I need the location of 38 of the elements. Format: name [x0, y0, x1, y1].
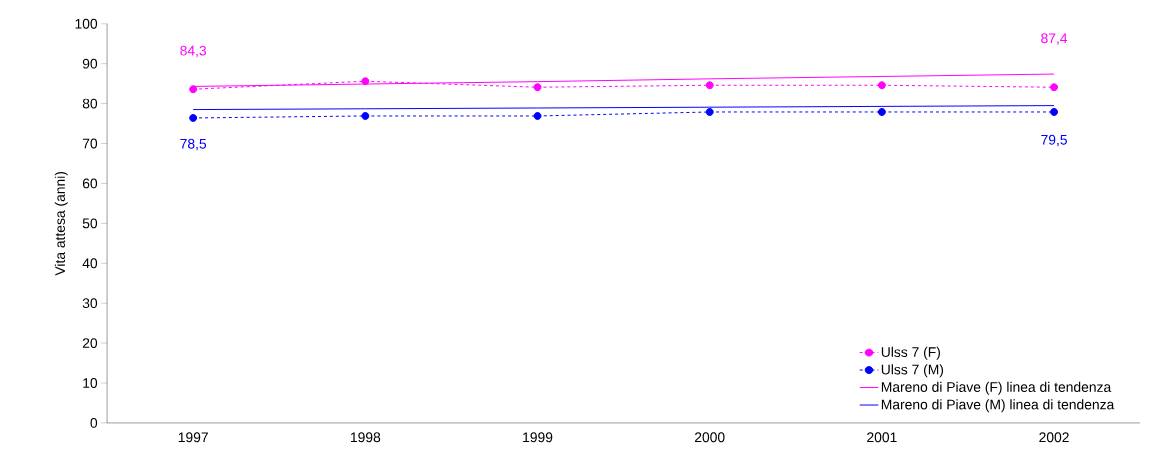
point	[361, 112, 370, 121]
x-tick-label: 1998	[350, 432, 381, 443]
legend-label: Ulss 7 (F)	[881, 347, 940, 360]
point	[1050, 83, 1059, 92]
data-label: 84,3	[180, 45, 207, 58]
y-tick-label: 70	[82, 138, 98, 149]
point	[877, 81, 886, 90]
point	[1050, 108, 1059, 117]
y-tick-label: 50	[82, 218, 98, 229]
legend-label: Mareno di Piave (M) linea di tendenza	[881, 399, 1115, 413]
data-label: 79,5	[1041, 135, 1067, 147]
point	[189, 85, 198, 94]
point	[533, 112, 542, 121]
y-tick-label: 0	[90, 418, 98, 429]
data-label: 87,4	[1041, 33, 1068, 46]
point	[361, 77, 370, 86]
point	[877, 108, 886, 117]
y-tick-label: 40	[82, 258, 98, 269]
y-axis-title: Vita attesa (anni)	[54, 172, 68, 276]
y-tick-label: 80	[82, 98, 98, 109]
legend-label: Mareno di Piave (F) linea di tendenza	[881, 382, 1112, 395]
legend-label: Ulss 7 (M)	[881, 364, 944, 378]
x-tick-label: 1999	[523, 432, 553, 443]
y-tick-label: 90	[82, 59, 98, 69]
x-tick-label: 2002	[1039, 432, 1069, 443]
point	[705, 81, 714, 90]
point	[705, 108, 714, 117]
y-tick-label: 20	[82, 338, 98, 349]
y-tick-label: 100	[75, 19, 98, 29]
x-tick-label: 2001	[867, 432, 897, 443]
point	[533, 83, 542, 92]
x-tick-label: 1997	[178, 432, 208, 443]
y-tick-label: 30	[82, 298, 98, 309]
x-tick-label: 2000	[694, 432, 725, 443]
point	[189, 114, 198, 123]
y-tick-label: 10	[83, 378, 98, 389]
data-label: 78,5	[180, 139, 207, 151]
y-tick-label: 60	[82, 178, 98, 189]
